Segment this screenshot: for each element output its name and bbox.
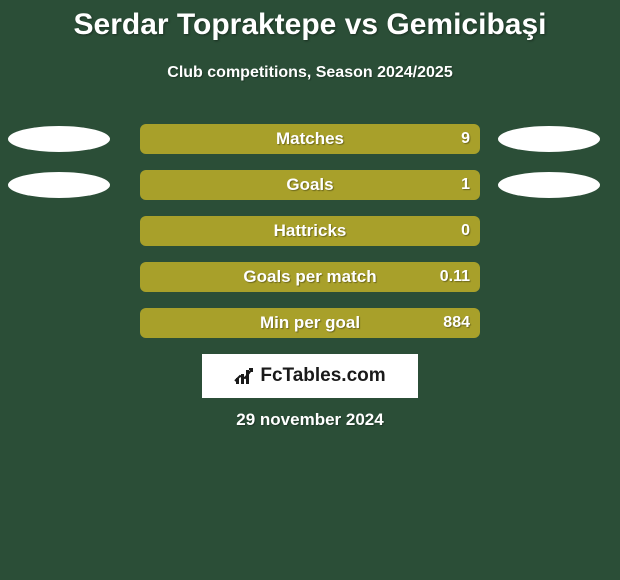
- stat-bar-base: [140, 262, 480, 292]
- stat-bar-base: [140, 170, 480, 200]
- left-ellipse: [8, 126, 110, 152]
- page-title: Serdar Topraktepe vs Gemicibaşi: [0, 8, 620, 42]
- stat-bar-base: [140, 124, 480, 154]
- bar-chart-icon: [234, 366, 256, 386]
- stat-row: Goals1: [140, 170, 480, 200]
- stat-bar-base: [140, 308, 480, 338]
- right-ellipse: [498, 172, 600, 198]
- infographic-canvas: Serdar Topraktepe vs Gemicibaşi Club com…: [0, 0, 620, 580]
- fctables-logo: FcTables.com: [202, 354, 418, 398]
- stat-row: Goals per match0.11: [140, 262, 480, 292]
- subtitle: Club competitions, Season 2024/2025: [0, 64, 620, 82]
- date-caption: 29 november 2024: [0, 410, 620, 430]
- stat-bar-base: [140, 216, 480, 246]
- stat-row: Min per goal884: [140, 308, 480, 338]
- logo-text: FcTables.com: [260, 365, 385, 387]
- right-ellipse: [498, 126, 600, 152]
- stat-row: Matches9: [140, 124, 480, 154]
- left-ellipse: [8, 172, 110, 198]
- stat-row: Hattricks0: [140, 216, 480, 246]
